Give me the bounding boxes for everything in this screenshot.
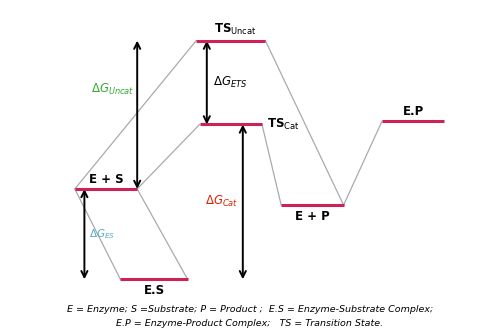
- Text: $\Delta G_{\mathit{ES}}$: $\Delta G_{\mathit{ES}}$: [89, 227, 116, 241]
- Text: E.P = Enzyme-Product Complex;   TS = Transition State.: E.P = Enzyme-Product Complex; TS = Trans…: [116, 319, 384, 328]
- Text: TS$_{\mathrm{Uncat}}$: TS$_{\mathrm{Uncat}}$: [214, 22, 257, 37]
- Text: E.S: E.S: [144, 284, 165, 297]
- Text: E.P: E.P: [402, 105, 424, 118]
- Text: E + S: E + S: [88, 173, 124, 186]
- Text: $\Delta G_{\mathit{Uncat}}$: $\Delta G_{\mathit{Uncat}}$: [92, 81, 135, 96]
- Text: E + P: E + P: [295, 210, 330, 223]
- Text: $\Delta G_{\mathit{ETS}}$: $\Delta G_{\mathit{ETS}}$: [212, 75, 247, 90]
- Text: $\Delta G_{\mathit{Cat}}$: $\Delta G_{\mathit{Cat}}$: [204, 194, 238, 209]
- Text: E = Enzyme; S =Substrate; P = Product ;  E.S = Enzyme-Substrate Complex;: E = Enzyme; S =Substrate; P = Product ; …: [67, 305, 433, 314]
- Text: TS$_{\mathrm{Cat}}$: TS$_{\mathrm{Cat}}$: [267, 117, 299, 132]
